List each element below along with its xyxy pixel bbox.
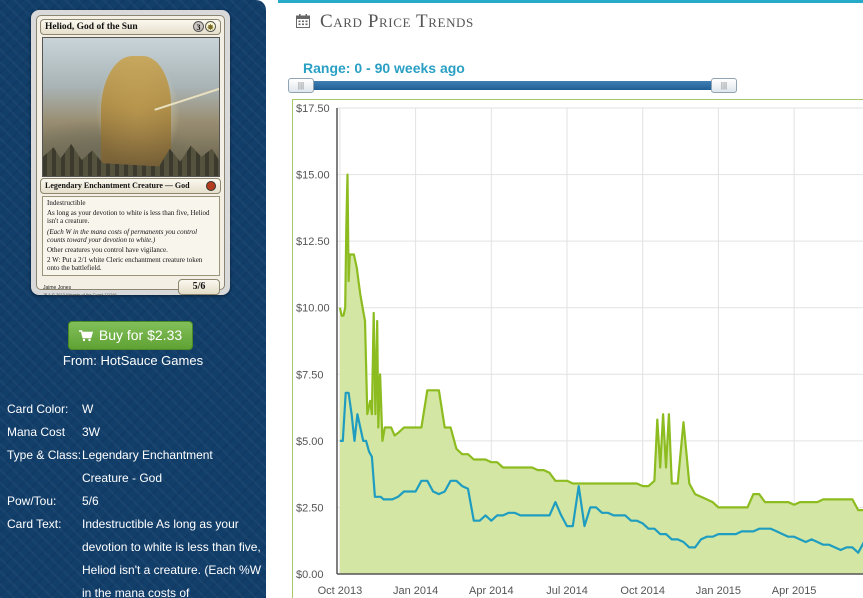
y-tick-label: $17.50 bbox=[296, 103, 330, 115]
mana-generic-icon: 3 bbox=[193, 21, 204, 32]
rules-reminder: (Each W in the mana costs of permanents … bbox=[47, 227, 198, 244]
rules-line: Other creatures you control have vigilan… bbox=[47, 246, 168, 255]
top-rule bbox=[278, 0, 863, 3]
detail-value: W bbox=[82, 402, 94, 416]
rules-line: 2 W: Put a 2/1 white Cleric enchantment … bbox=[47, 256, 203, 273]
detail-row-card-text: Card Text: Indestructible As long as you… bbox=[7, 513, 262, 598]
detail-value: 3W bbox=[82, 425, 100, 439]
range-slider-fill bbox=[298, 81, 723, 90]
x-tick-label: Jan 2015 bbox=[696, 585, 741, 597]
seller-prefix: From: bbox=[62, 353, 97, 368]
grip-icon: ||| bbox=[297, 81, 305, 90]
x-tick-label: Apr 2014 bbox=[469, 585, 514, 597]
range-label: Range: 0 - 90 weeks ago bbox=[303, 60, 465, 76]
series-line-1 bbox=[339, 391, 863, 554]
y-tick-label: $2.50 bbox=[296, 502, 324, 514]
x-tick-label: Apr 2015 bbox=[772, 585, 817, 597]
buy-button[interactable]: Buy for $2.33 bbox=[68, 321, 193, 350]
detail-value: Indestructible As long as your devotion … bbox=[82, 517, 262, 598]
seller-name[interactable]: HotSauce Games bbox=[100, 353, 204, 368]
card-mana-cost: 3 ✸ bbox=[193, 21, 216, 32]
x-tick-label: Oct 2013 bbox=[318, 585, 363, 597]
card-name-bar: Heliod, God of the Sun 3 ✸ bbox=[40, 19, 221, 35]
y-tick-label: $12.50 bbox=[296, 236, 330, 248]
rules-line: As long as your devotion to white is les… bbox=[47, 209, 210, 226]
card-power-toughness: 5/6 bbox=[178, 279, 220, 295]
card-frame: Heliod, God of the Sun 3 ✸ Legendary Enc… bbox=[36, 15, 225, 297]
buy-button-label: Buy for $2.33 bbox=[98, 327, 183, 343]
y-tick-label: $5.00 bbox=[296, 436, 324, 448]
card-image: Heliod, God of the Sun 3 ✸ Legendary Enc… bbox=[31, 10, 230, 297]
series-line-0 bbox=[338, 173, 863, 512]
calendar-icon bbox=[296, 14, 310, 28]
art-figure bbox=[101, 56, 171, 176]
y-tick-label: $0.00 bbox=[296, 569, 324, 581]
y-tick-label: $7.50 bbox=[296, 369, 324, 381]
detail-row-mana-cost: Mana Cost 3W bbox=[7, 421, 262, 444]
detail-label: Card Color: bbox=[7, 402, 69, 416]
card-type-bar: Legendary Enchantment Creature — God bbox=[40, 178, 221, 194]
detail-row-color: Card Color: W bbox=[7, 398, 262, 421]
detail-value: 5/6 bbox=[82, 494, 99, 508]
price-chart: $0.00 $2.50 $5.00 $7.50 $10.00 $12.50 $15.00 $1… bbox=[292, 99, 863, 598]
y-tick-label: $15.00 bbox=[296, 170, 330, 182]
shopping-cart-icon bbox=[78, 329, 93, 341]
card-copyright: ™ & © 2013 Wizards of the Coast 17/249 bbox=[43, 292, 117, 297]
detail-label: Pow/Tou: bbox=[7, 494, 57, 508]
card-type-line: Legendary Enchantment Creature — God bbox=[45, 181, 190, 190]
grip-icon: ||| bbox=[720, 81, 728, 90]
detail-label: Type & Class: bbox=[7, 448, 82, 462]
card-details: Card Color: W Mana Cost 3W Type & Class:… bbox=[7, 398, 262, 598]
series-area-0 bbox=[339, 174, 863, 574]
set-symbol-icon bbox=[206, 181, 216, 191]
detail-value: Legendary Enchantment Creature - God bbox=[82, 448, 213, 485]
detail-label: Card Text: bbox=[7, 517, 62, 531]
x-tick-label: Jul 2014 bbox=[546, 585, 588, 597]
mana-white-icon: ✸ bbox=[205, 21, 216, 32]
detail-row-type: Type & Class: Legendary Enchantment Crea… bbox=[7, 444, 262, 490]
rules-line: Indestructible bbox=[47, 199, 86, 207]
x-tick-label: Oct 2014 bbox=[620, 585, 665, 597]
detail-row-pow-tou: Pow/Tou: 5/6 bbox=[7, 490, 262, 513]
price-trends-panel: Card Price Trends Range: 0 - 90 weeks ag… bbox=[278, 0, 863, 598]
seller-line: From: HotSauce Games bbox=[0, 353, 266, 368]
section-title: Card Price Trends bbox=[320, 11, 474, 32]
card-art bbox=[42, 37, 220, 177]
slider-handle-end[interactable]: ||| bbox=[711, 78, 737, 93]
sidebar: Heliod, God of the Sun 3 ✸ Legendary Enc… bbox=[0, 0, 266, 598]
slider-handle-start[interactable]: ||| bbox=[288, 78, 314, 93]
price-chart-svg: $0.00 $2.50 $5.00 $7.50 $10.00 $12.50 $15.00 $1… bbox=[296, 103, 863, 597]
card-artist: Jaime Jones bbox=[43, 285, 72, 291]
detail-label: Mana Cost bbox=[7, 425, 66, 439]
card-name: Heliod, God of the Sun bbox=[45, 22, 138, 32]
x-tick-label: Jan 2014 bbox=[393, 585, 438, 597]
y-tick-label: $10.00 bbox=[296, 303, 330, 315]
card-rules-text: Indestructible As long as your devotion … bbox=[42, 196, 220, 276]
